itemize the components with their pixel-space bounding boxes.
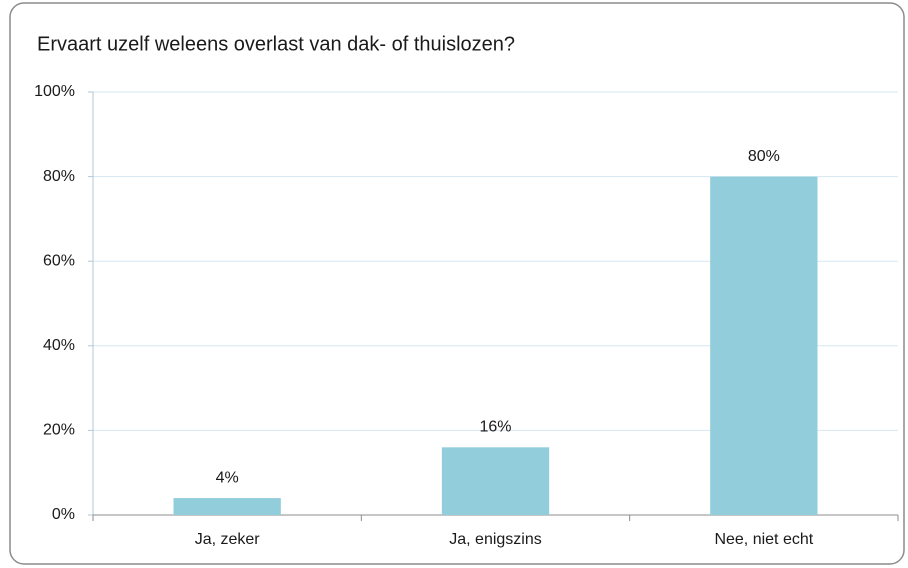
x-tick-label: Nee, niet echt	[714, 531, 813, 548]
y-tick-label: 20%	[43, 422, 75, 439]
data-label: 4%	[216, 469, 239, 486]
bar	[710, 176, 818, 515]
data-label: 16%	[479, 419, 511, 436]
y-tick-label: 100%	[34, 83, 75, 100]
chart-frame	[9, 2, 905, 565]
chart-title: Ervaart uzelf weleens overlast van dak- …	[37, 33, 515, 55]
data-label: 80%	[748, 148, 780, 165]
y-tick-label: 0%	[52, 506, 75, 523]
y-tick-label: 80%	[43, 168, 75, 185]
y-tick-label: 60%	[43, 252, 75, 269]
x-tick-label: Ja, enigszins	[449, 531, 542, 548]
x-tick-label: Ja, zeker	[195, 531, 261, 548]
bar	[441, 447, 550, 515]
bar	[173, 498, 281, 515]
y-tick-label: 40%	[43, 337, 75, 354]
